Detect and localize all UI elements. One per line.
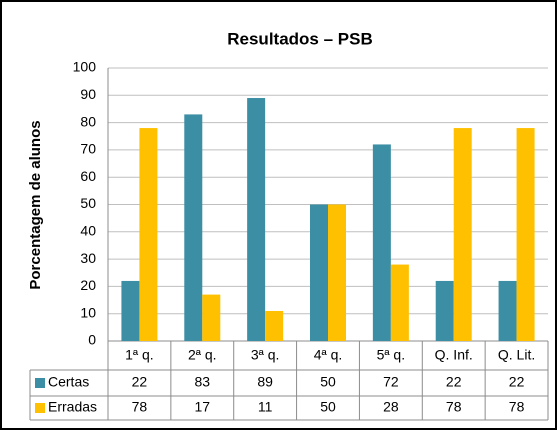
table-value: 50	[320, 374, 336, 390]
bar	[498, 280, 517, 341]
table-value: 28	[383, 399, 399, 415]
bar	[372, 144, 391, 341]
x-tick-label: 1ª q.	[125, 347, 154, 363]
y-tick-label: 0	[88, 332, 96, 348]
legend-label: Erradas	[48, 399, 97, 415]
table-value: 22	[446, 374, 462, 390]
table-value: 17	[194, 399, 210, 415]
bar	[184, 114, 203, 341]
bar	[139, 128, 158, 341]
bar	[390, 264, 409, 341]
chart-title: Resultados – PSB	[227, 29, 373, 48]
legend-key	[35, 378, 45, 388]
y-tick-label: 40	[80, 223, 96, 239]
bar	[202, 294, 221, 341]
x-tick-label: 3ª q.	[251, 347, 280, 363]
y-tick-label: 100	[73, 59, 97, 75]
legend-key	[35, 403, 45, 413]
y-tick-label: 20	[80, 277, 96, 293]
y-axis-label: Porcentagem de alunos	[27, 120, 44, 289]
table-value: 78	[509, 399, 525, 415]
y-tick-label: 80	[80, 113, 96, 129]
y-tick-label: 50	[80, 195, 96, 211]
x-tick-label: Q. Lit.	[498, 347, 535, 363]
table-value: 78	[132, 399, 148, 415]
legend-label: Certas	[48, 374, 89, 390]
x-tick-label: Q. Inf.	[435, 347, 473, 363]
table-value: 72	[383, 374, 399, 390]
y-tick-label: 10	[80, 304, 96, 320]
y-tick-label: 60	[80, 168, 96, 184]
x-tick-label: 4ª q.	[314, 347, 343, 363]
bar	[247, 98, 266, 341]
bar	[310, 204, 328, 341]
table-value: 89	[257, 374, 273, 390]
y-tick-label: 90	[80, 86, 96, 102]
x-tick-label: 2ª q.	[188, 347, 217, 363]
bar	[435, 280, 454, 341]
table-value: 83	[194, 374, 210, 390]
y-tick-label: 70	[80, 141, 96, 157]
table-value: 78	[446, 399, 462, 415]
bar	[121, 280, 140, 341]
table-value: 50	[320, 399, 336, 415]
table-value: 22	[509, 374, 525, 390]
bar	[328, 204, 346, 341]
table-value: 22	[132, 374, 148, 390]
bar	[453, 128, 472, 341]
table-value: 11	[258, 399, 273, 415]
bar	[265, 310, 284, 341]
x-tick-label: 5ª q.	[377, 347, 406, 363]
bar	[516, 128, 535, 341]
y-tick-label: 30	[80, 250, 96, 266]
